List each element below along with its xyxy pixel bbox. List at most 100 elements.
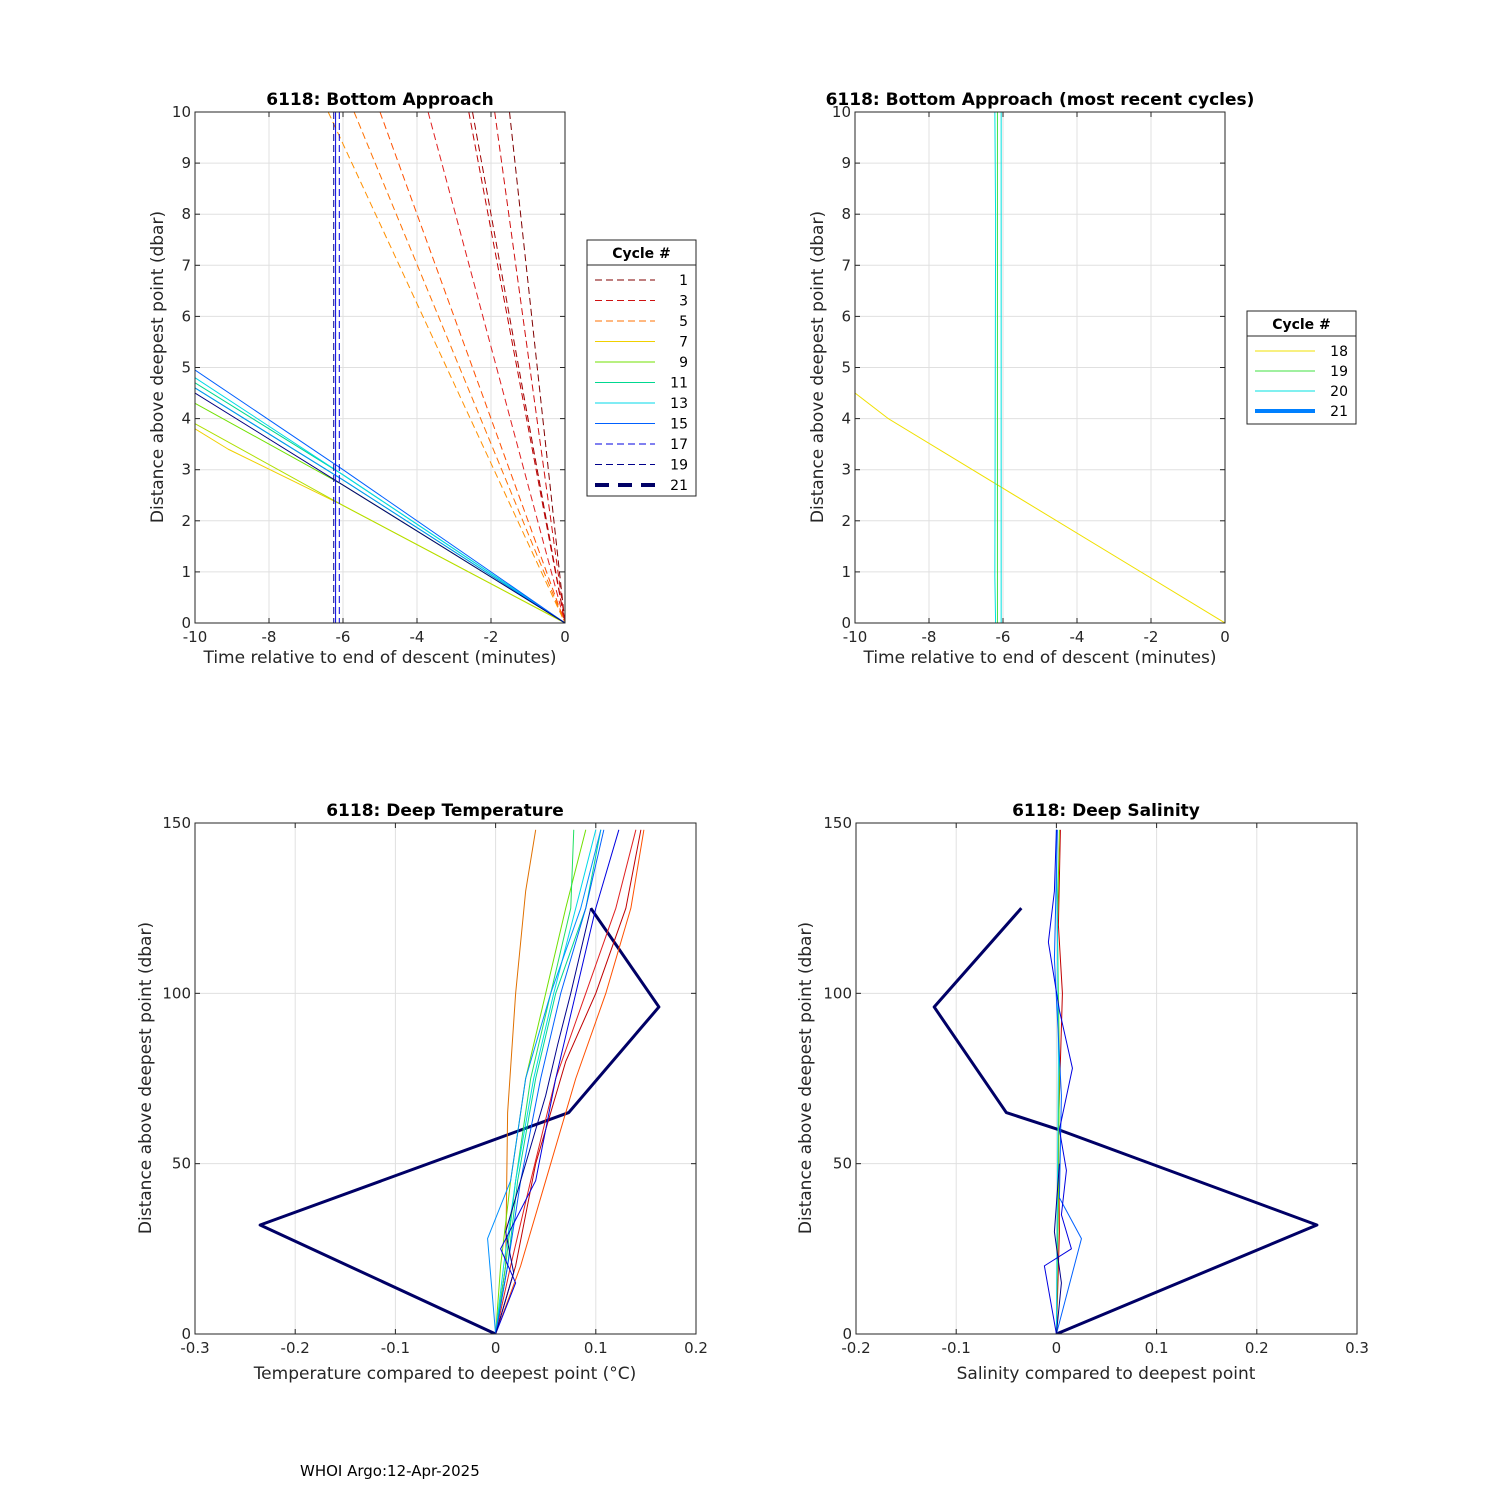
- axes-box: [854, 111, 1226, 624]
- legend-label: 7: [679, 335, 688, 351]
- x-tick-label: -4: [1070, 628, 1085, 646]
- x-tick-label: 0: [1220, 628, 1230, 646]
- y-tick-label: 2: [841, 512, 851, 530]
- y-tick-label: 7: [181, 256, 191, 274]
- series-line-4: [427, 112, 565, 623]
- legend-label: 17: [670, 437, 688, 453]
- series-line-15: [195, 369, 565, 623]
- series-line-0: [509, 112, 565, 623]
- series-line-3: [494, 112, 565, 623]
- legend: Cycle # 18 19 20 21: [1246, 310, 1357, 425]
- y-tick-label: 9: [181, 154, 191, 172]
- plot-background: [856, 823, 1357, 1334]
- x-tick-label: 0.2: [1245, 1339, 1269, 1357]
- axes-box: [194, 111, 566, 624]
- legend-label: 18: [1330, 344, 1348, 360]
- y-tick-label: 4: [841, 410, 851, 428]
- y-axis-label: Distance above deepest point (dbar): [808, 211, 828, 523]
- x-tick-label: -0.3: [180, 1339, 209, 1357]
- series-line-5: [379, 112, 565, 623]
- y-tick-label: 8: [181, 205, 191, 223]
- footer-stamp: WHOI Argo:12-Apr-2025: [300, 1462, 480, 1480]
- y-tick-label: 6: [841, 307, 851, 325]
- x-tick-label: 0: [560, 628, 570, 646]
- x-tick-label: -2: [484, 628, 499, 646]
- series-line-14: [195, 387, 565, 623]
- axes-box: [855, 822, 1358, 1335]
- series-line-12: [495, 908, 592, 1334]
- legend-label: 21: [670, 478, 688, 494]
- legend-label: 15: [670, 417, 688, 433]
- legend-box: [1246, 310, 1357, 425]
- y-tick-label: 8: [841, 205, 851, 223]
- x-axis-label: Temperature compared to deepest point (°…: [253, 1364, 637, 1384]
- legend-label: 1: [679, 273, 688, 289]
- y-tick-label: 0: [181, 1325, 191, 1343]
- series-line-5: [1043, 829, 1073, 1334]
- y-axis-label: Distance above deepest point (dbar): [136, 922, 156, 1234]
- y-tick-label: 5: [181, 359, 191, 377]
- y-tick-label: 150: [162, 814, 191, 832]
- series-group: [258, 829, 661, 1334]
- plot-area: -0.2 -0.1 0 0.1 0.2 0.3 0 50 100 150: [823, 814, 1369, 1357]
- x-tick-label: -10: [843, 628, 868, 646]
- series-line-2: [994, 112, 997, 623]
- plot-background: [195, 823, 696, 1334]
- y-tick-label: 10: [172, 103, 191, 121]
- legend-label: 21: [1330, 404, 1348, 420]
- y-tick-label: 100: [162, 984, 191, 1002]
- x-tick-label: -2: [1144, 628, 1159, 646]
- y-tick-label: 1: [841, 563, 851, 581]
- plot-area: -10 -8 -6 -4 -2 0 0 1 2 3 4 5 6 7 8 9 10: [172, 103, 570, 646]
- series-line-2: [495, 829, 642, 1334]
- x-tick-label: -0.1: [942, 1339, 971, 1357]
- x-tick-label: -4: [410, 628, 425, 646]
- series-line-4: [1053, 829, 1082, 1334]
- panel-title: 6118: Bottom Approach: [266, 90, 493, 110]
- x-tick-label: -0.2: [281, 1339, 310, 1357]
- y-tick-label: 0: [181, 614, 191, 632]
- x-tick-label: 0.1: [584, 1339, 608, 1357]
- x-tick-label: -10: [183, 628, 208, 646]
- series-line-0: [258, 907, 661, 1334]
- legend-label: 20: [1330, 384, 1348, 400]
- y-tick-label: 2: [181, 512, 191, 530]
- y-tick-label: 7: [841, 256, 851, 274]
- legend-label: 19: [1330, 364, 1348, 380]
- series-line-16: [195, 392, 565, 623]
- y-tick-label: 4: [181, 410, 191, 428]
- x-tick-label: 0: [1052, 1339, 1062, 1357]
- legend-label: 11: [670, 376, 688, 392]
- x-tick-label: -6: [336, 628, 351, 646]
- x-tick-label: -0.1: [381, 1339, 410, 1357]
- plot-area: -10 -8 -6 -4 -2 0 0 1 2 3 4 5 6 7 8 9 10: [832, 103, 1230, 646]
- plot-area: -0.3 -0.2 -0.1 0 0.1 0.2 0 50 100 150: [162, 814, 708, 1357]
- legend-label: 19: [670, 458, 688, 474]
- panel-title: 6118: Deep Salinity: [1012, 801, 1200, 821]
- panel-title: 6118: Deep Temperature: [326, 801, 564, 821]
- panel-deep-temperature: -0.3 -0.2 -0.1 0 0.1 0.2 0 50 100 150 6118: Deep …: [136, 801, 708, 1384]
- y-tick-label: 0: [842, 1325, 852, 1343]
- series-line-1: [1055, 829, 1063, 1334]
- x-axis-label: Time relative to end of descent (minutes…: [202, 648, 556, 668]
- series-line-6: [1053, 1163, 1062, 1334]
- series-group: [855, 112, 1225, 623]
- x-tick-label: 0: [491, 1339, 501, 1357]
- series-line-2: [468, 112, 565, 623]
- legend-title: Cycle #: [1272, 317, 1331, 333]
- y-tick-label: 10: [832, 103, 851, 121]
- panel-title: 6118: Bottom Approach (most recent cycle…: [826, 90, 1255, 110]
- legend-title: Cycle #: [612, 246, 671, 262]
- axes-box: [194, 822, 697, 1335]
- y-tick-label: 1: [181, 563, 191, 581]
- x-tick-label: -0.2: [841, 1339, 870, 1357]
- series-line-0: [855, 392, 1225, 623]
- series-line-9: [195, 423, 565, 623]
- series-line-7: [327, 112, 565, 623]
- series-line-11: [495, 829, 620, 1334]
- x-tick-label: 0.3: [1345, 1339, 1369, 1357]
- y-axis-label: Distance above deepest point (dbar): [796, 922, 816, 1234]
- series-group: [932, 829, 1319, 1334]
